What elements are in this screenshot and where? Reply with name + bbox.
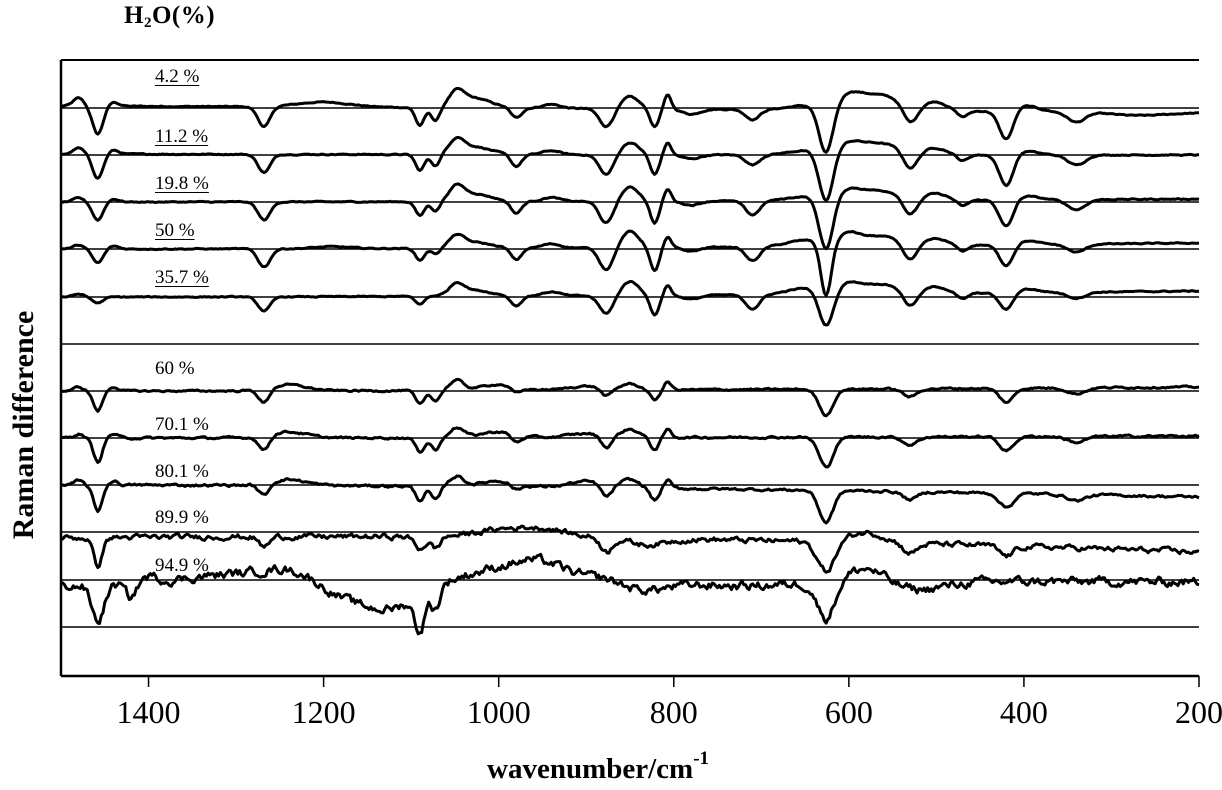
series-label: 94.9 % bbox=[155, 555, 209, 576]
spectrum-trace bbox=[60, 229, 1200, 297]
plot-frame bbox=[59, 59, 1199, 678]
x-tick-label: 800 bbox=[649, 694, 698, 730]
spectrum-trace bbox=[60, 87, 1200, 154]
spectrum-trace bbox=[60, 524, 1200, 574]
x-tick-label: 1000 bbox=[466, 694, 531, 730]
series-label: 60 % bbox=[155, 358, 195, 379]
series-label: 80.1 % bbox=[155, 461, 209, 482]
x-axis-label: wavenumber/cm-1 bbox=[487, 748, 710, 785]
series-label: 11.2 % bbox=[155, 126, 209, 147]
series-label: 35.7 % bbox=[155, 267, 209, 288]
spectrum-trace bbox=[60, 426, 1200, 469]
x-tick-label: 600 bbox=[824, 694, 873, 730]
spectrum-trace bbox=[61, 552, 1200, 636]
x-tick-label: 1400 bbox=[116, 694, 181, 730]
spectrum-trace bbox=[60, 280, 1200, 327]
y-axis-label: Raman difference bbox=[7, 310, 40, 540]
spectrum-trace bbox=[60, 182, 1200, 251]
spectrum-trace bbox=[60, 474, 1200, 525]
x-tick-label: 1200 bbox=[291, 694, 356, 730]
series-label: 19.8 % bbox=[155, 173, 209, 194]
series-label: 89.9 % bbox=[155, 507, 209, 528]
spectrum-trace bbox=[60, 135, 1200, 202]
series-label: 4.2 % bbox=[155, 66, 200, 87]
x-tick-label: 200 bbox=[1175, 694, 1222, 730]
spectra-traces bbox=[60, 87, 1200, 636]
series-label: 50 % bbox=[155, 220, 195, 241]
series-label: 70.1 % bbox=[155, 414, 209, 435]
spectrum-trace bbox=[60, 377, 1200, 418]
x-tick-label: 400 bbox=[999, 694, 1048, 730]
x-axis-ticks bbox=[147, 676, 1200, 687]
chart-title: H2O(%) bbox=[124, 2, 216, 31]
